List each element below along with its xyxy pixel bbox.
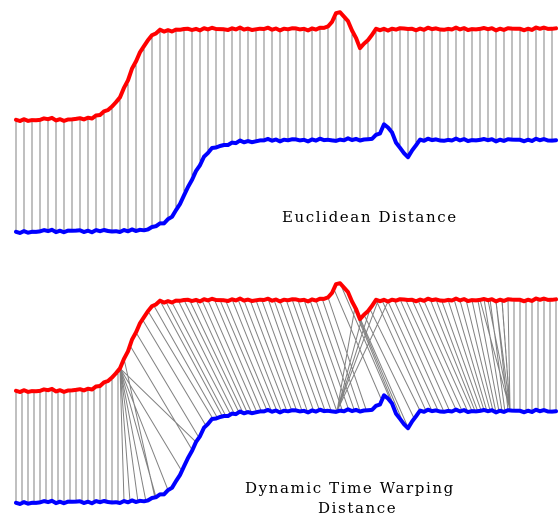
dtw-alignment-line [119,368,131,502]
euclidean-panel: Euclidean Distance [14,10,558,235]
euclidean-red-series [14,10,558,123]
dtw-alignment-line [273,299,315,411]
dtw-alignment-line [165,301,227,417]
dtw-alignment-line [279,301,320,411]
dtw-alignment-line [231,299,278,411]
dtw-alignment-line [321,298,361,412]
dtw-alignment-line [441,301,482,411]
dtw-alignment-line [129,345,193,451]
dtw-alignment-line [405,300,457,410]
dtw-alignment-line [453,299,488,412]
dtw-alignment-line [435,299,479,413]
dtw-alignment-line [291,299,332,411]
dtw-alignment-line [201,300,253,414]
dtw-alignment-line [141,318,207,426]
dtw-alignment-line [177,299,236,415]
dtw-alignment-line [501,299,511,410]
dtw-alignment-line [399,298,451,413]
dtw-alignment-line [135,332,200,439]
dtw-alignment-line [495,301,511,410]
dtw-alignment-line [336,300,379,412]
dtw-alignment-line [487,300,511,410]
dtw-alignment-line [267,298,309,413]
dtw-panel: Dynamic Time Warping Distance [14,281,558,516]
euclidean-alignment-lines [15,13,553,233]
dtw-alignment-line [207,300,258,413]
dtw-alignment-line [336,307,356,412]
dtw-alignment-line [213,298,263,413]
dtw-alignment-line [297,300,338,412]
dtw-alignment-line [336,301,389,412]
dtw-alignment-line [471,299,497,413]
dtw-alignment-line [195,299,248,413]
euclidean-blue-series [14,122,558,235]
dtw-alignment-line [219,299,268,410]
dtw-alignment-line [119,367,197,443]
dtw-alignment-line [119,368,139,502]
dtw-alignment-line [333,289,383,401]
dtw-alignment-line [119,368,147,502]
dtw-alignment-line [411,299,463,412]
dtw-alignment-line [255,300,298,411]
dtw-alignment-line [243,300,288,411]
dtw-alignment-line [447,299,485,411]
dtw-alignment-line [387,301,439,411]
dtw-alignment-line [153,305,219,419]
dtw-alignment-line [225,301,273,412]
dtw-alignment-line [303,299,344,412]
dtw-alignment-line [369,308,421,411]
dtw-alignment-line [285,299,326,412]
dtw-alignment-line [336,309,371,412]
dtw-alignment-line [315,300,355,411]
dtw-alignment-line [429,298,476,412]
dtw-alignment-line [489,299,506,413]
dtw-alignment-line [465,299,494,411]
dtw-alignment-line [249,299,293,411]
dtw-alignment-line [147,310,214,419]
dtw-alignment-line [417,299,469,413]
dtw-alignment-line [375,299,427,412]
dtw-alignment-line [119,368,157,498]
dtw-caption-line2: Distance [318,499,397,516]
dtw-alignment-line [479,299,511,410]
dtw-alignment-line [393,299,445,413]
dtw-alignment-line [336,317,363,412]
dtw-alignment-line [183,299,240,413]
dtw-alignment-line [477,300,500,412]
dtw-alignment-line [119,368,183,472]
dtw-alignment-line [189,300,244,414]
dtw-alignment-line [261,300,303,411]
euclidean-caption: Euclidean Distance [282,208,458,226]
dtw-blue-series [14,393,558,506]
dtw-caption-line1: Dynamic Time Warping [245,479,455,497]
dtw-alignment-line [119,368,169,491]
dtw-alignment-line [459,300,491,411]
dtw-alignment-lines [15,283,557,504]
dtw-alignment-line [423,300,473,412]
dtw-alignment-line [363,314,415,419]
dtw-alignment-line [237,299,283,413]
dtw-alignment-line [507,299,511,410]
dtw-alignment-line [483,298,503,412]
dtw-alignment-line [381,299,433,412]
dtw-alignment-line [171,302,231,415]
dtw-red-series [14,281,558,394]
dtw-alignment-line [119,368,125,502]
dtw-alignment-line [159,300,223,416]
